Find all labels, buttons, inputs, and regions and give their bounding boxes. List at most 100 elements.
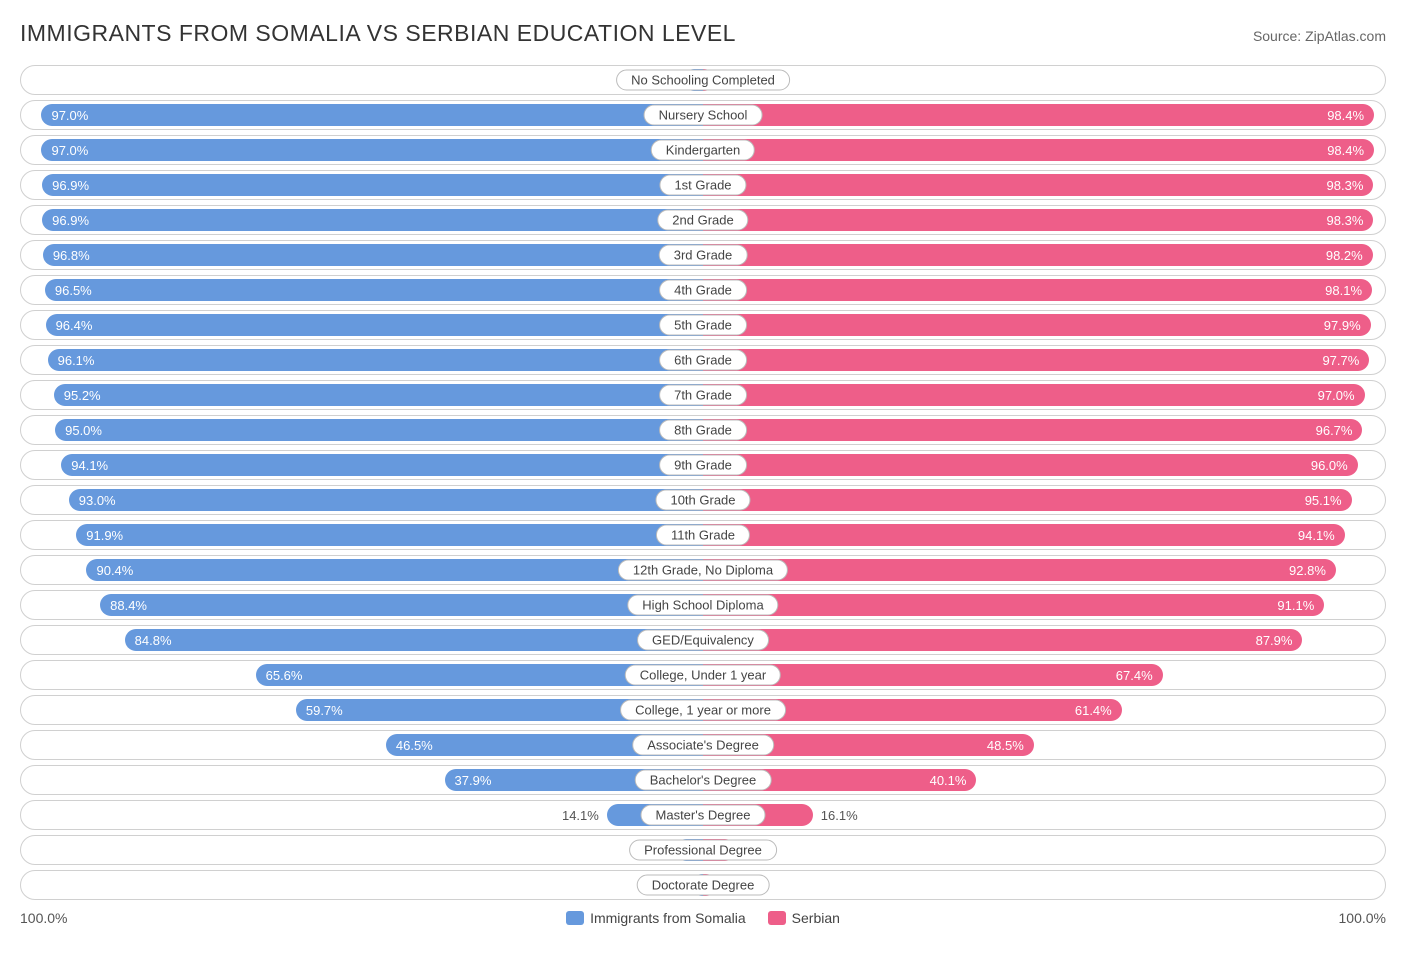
row-left-half: 84.8% bbox=[21, 626, 703, 654]
category-label: No Schooling Completed bbox=[616, 70, 790, 91]
row-left-half: 37.9% bbox=[21, 766, 703, 794]
bar-right: 87.9% bbox=[703, 629, 1302, 651]
chart-title: IMMIGRANTS FROM SOMALIA VS SERBIAN EDUCA… bbox=[20, 20, 736, 47]
row-right-half: 96.0% bbox=[703, 451, 1385, 479]
axis-max-right: 100.0% bbox=[1339, 910, 1386, 926]
source-attribution: Source: ZipAtlas.com bbox=[1253, 28, 1386, 44]
chart-header: IMMIGRANTS FROM SOMALIA VS SERBIAN EDUCA… bbox=[20, 20, 1386, 47]
row-right-half: 2.0% bbox=[703, 871, 1385, 899]
row-right-half: 1.7% bbox=[703, 66, 1385, 94]
bar-left: 96.4% bbox=[46, 314, 703, 336]
row-right-half: 97.9% bbox=[703, 311, 1385, 339]
chart-row: 96.1%97.7%6th Grade bbox=[20, 345, 1386, 375]
bar-right: 92.8% bbox=[703, 559, 1336, 581]
row-left-half: 1.8% bbox=[21, 871, 703, 899]
row-right-half: 94.1% bbox=[703, 521, 1385, 549]
row-right-half: 92.8% bbox=[703, 556, 1385, 584]
bar-right: 91.1% bbox=[703, 594, 1324, 616]
row-left-half: 97.0% bbox=[21, 101, 703, 129]
bar-right: 97.9% bbox=[703, 314, 1371, 336]
chart-row: 94.1%96.0%9th Grade bbox=[20, 450, 1386, 480]
chart-row: 96.8%98.2%3rd Grade bbox=[20, 240, 1386, 270]
chart-row: 97.0%98.4%Nursery School bbox=[20, 100, 1386, 130]
source-prefix: Source: bbox=[1253, 28, 1305, 44]
row-right-half: 97.0% bbox=[703, 381, 1385, 409]
category-label: 5th Grade bbox=[659, 315, 747, 336]
row-right-half: 96.7% bbox=[703, 416, 1385, 444]
legend: Immigrants from Somalia Serbian bbox=[566, 910, 840, 926]
row-right-half: 98.4% bbox=[703, 136, 1385, 164]
bar-right: 97.0% bbox=[703, 384, 1365, 406]
bar-left: 90.4% bbox=[86, 559, 703, 581]
bar-right: 98.2% bbox=[703, 244, 1373, 266]
bar-right: 98.1% bbox=[703, 279, 1372, 301]
category-label: Bachelor's Degree bbox=[635, 770, 772, 791]
chart-row: 96.4%97.9%5th Grade bbox=[20, 310, 1386, 340]
category-label: 12th Grade, No Diploma bbox=[618, 560, 788, 581]
chart-row: 96.5%98.1%4th Grade bbox=[20, 275, 1386, 305]
row-left-half: 88.4% bbox=[21, 591, 703, 619]
category-label: 8th Grade bbox=[659, 420, 747, 441]
category-label: College, 1 year or more bbox=[620, 700, 786, 721]
bar-right: 96.7% bbox=[703, 419, 1362, 441]
bar-right: 97.7% bbox=[703, 349, 1369, 371]
row-right-half: 48.5% bbox=[703, 731, 1385, 759]
bar-right: 98.4% bbox=[703, 139, 1374, 161]
legend-label-left: Immigrants from Somalia bbox=[590, 910, 746, 926]
row-right-half: 91.1% bbox=[703, 591, 1385, 619]
row-left-half: 96.8% bbox=[21, 241, 703, 269]
category-label: 2nd Grade bbox=[657, 210, 748, 231]
bar-left: 96.5% bbox=[45, 279, 703, 301]
chart-row: 84.8%87.9%GED/Equivalency bbox=[20, 625, 1386, 655]
category-label: 4th Grade bbox=[659, 280, 747, 301]
chart-row: 37.9%40.1%Bachelor's Degree bbox=[20, 765, 1386, 795]
chart-row: 97.0%98.4%Kindergarten bbox=[20, 135, 1386, 165]
bar-left: 93.0% bbox=[69, 489, 703, 511]
row-right-half: 98.2% bbox=[703, 241, 1385, 269]
row-left-half: 96.9% bbox=[21, 206, 703, 234]
bar-left: 96.1% bbox=[48, 349, 703, 371]
category-label: Nursery School bbox=[644, 105, 763, 126]
row-right-half: 67.4% bbox=[703, 661, 1385, 689]
row-right-half: 98.4% bbox=[703, 101, 1385, 129]
row-left-half: 3.0% bbox=[21, 66, 703, 94]
category-label: High School Diploma bbox=[627, 595, 778, 616]
row-right-half: 98.3% bbox=[703, 206, 1385, 234]
bar-left: 88.4% bbox=[100, 594, 703, 616]
source-link[interactable]: ZipAtlas.com bbox=[1305, 28, 1386, 44]
value-label-right: 16.1% bbox=[813, 808, 866, 823]
row-right-half: 40.1% bbox=[703, 766, 1385, 794]
row-left-half: 97.0% bbox=[21, 136, 703, 164]
row-left-half: 4.1% bbox=[21, 836, 703, 864]
row-right-half: 95.1% bbox=[703, 486, 1385, 514]
chart-row: 3.0%1.7%No Schooling Completed bbox=[20, 65, 1386, 95]
row-left-half: 95.0% bbox=[21, 416, 703, 444]
value-label-left: 14.1% bbox=[554, 808, 607, 823]
axis-max-left: 100.0% bbox=[20, 910, 67, 926]
row-left-half: 65.6% bbox=[21, 661, 703, 689]
diverging-bar-chart: 3.0%1.7%No Schooling Completed97.0%98.4%… bbox=[20, 65, 1386, 900]
chart-row: 91.9%94.1%11th Grade bbox=[20, 520, 1386, 550]
row-right-half: 98.3% bbox=[703, 171, 1385, 199]
category-label: 7th Grade bbox=[659, 385, 747, 406]
chart-row: 90.4%92.8%12th Grade, No Diploma bbox=[20, 555, 1386, 585]
chart-row: 93.0%95.1%10th Grade bbox=[20, 485, 1386, 515]
bar-left: 97.0% bbox=[41, 139, 703, 161]
category-label: 6th Grade bbox=[659, 350, 747, 371]
row-left-half: 14.1% bbox=[21, 801, 703, 829]
row-right-half: 4.8% bbox=[703, 836, 1385, 864]
bar-right: 98.3% bbox=[703, 209, 1373, 231]
chart-row: 96.9%98.3%2nd Grade bbox=[20, 205, 1386, 235]
category-label: Master's Degree bbox=[641, 805, 766, 826]
row-left-half: 46.5% bbox=[21, 731, 703, 759]
row-right-half: 16.1% bbox=[703, 801, 1385, 829]
row-left-half: 96.9% bbox=[21, 171, 703, 199]
category-label: College, Under 1 year bbox=[625, 665, 781, 686]
category-label: 9th Grade bbox=[659, 455, 747, 476]
bar-left: 96.9% bbox=[42, 174, 703, 196]
row-left-half: 96.5% bbox=[21, 276, 703, 304]
chart-row: 95.2%97.0%7th Grade bbox=[20, 380, 1386, 410]
bar-right: 98.4% bbox=[703, 104, 1374, 126]
bar-right: 96.0% bbox=[703, 454, 1358, 476]
row-left-half: 91.9% bbox=[21, 521, 703, 549]
